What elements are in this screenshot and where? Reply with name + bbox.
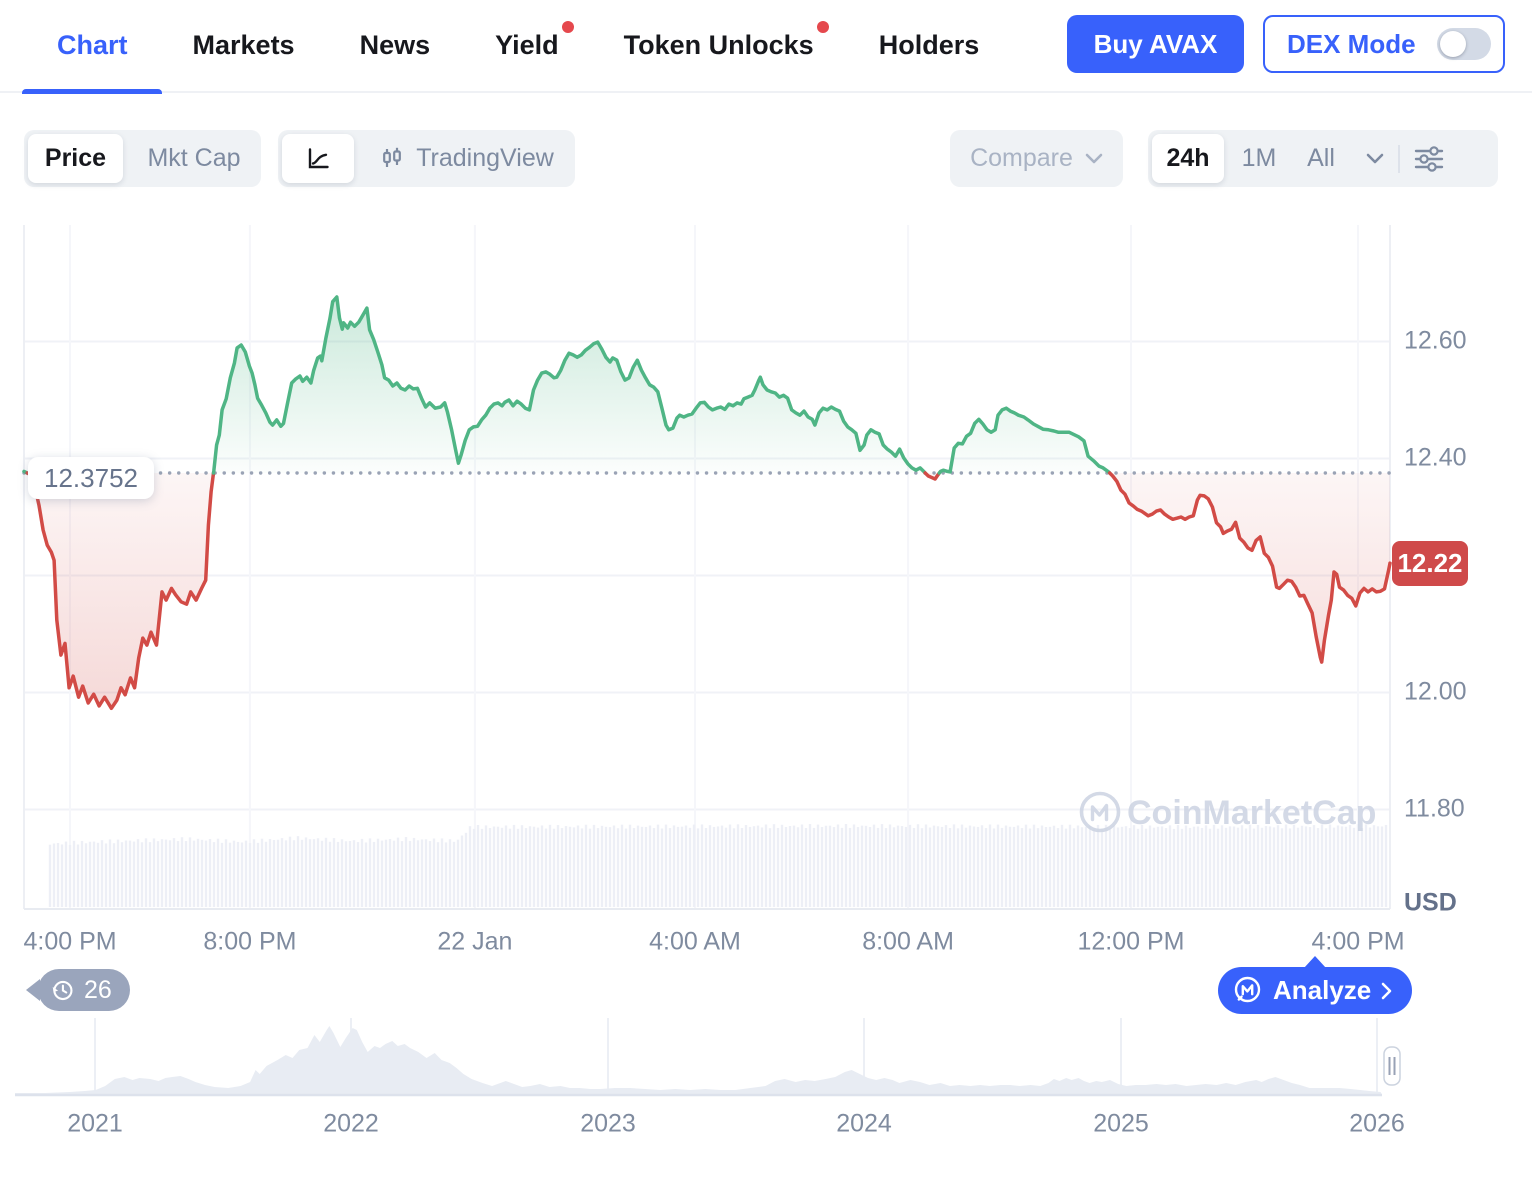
time-range-switch: 24h 1M All bbox=[1148, 130, 1498, 187]
minimap-year-label: 2024 bbox=[836, 1109, 892, 1138]
tab-chart[interactable]: Chart bbox=[57, 0, 128, 92]
chat-history-bubble[interactable]: 26 bbox=[38, 969, 130, 1011]
volume-bars bbox=[48, 824, 1388, 907]
coinmarketcap-watermark: CoinMarketCap bbox=[1079, 791, 1376, 833]
minimap-year-label: 2025 bbox=[1093, 1109, 1149, 1138]
y-axis-label: 12.00 bbox=[1404, 677, 1467, 706]
notification-dot-icon bbox=[561, 21, 574, 33]
tab-markets[interactable]: Markets bbox=[192, 30, 295, 60]
cmc-logo-icon bbox=[1234, 976, 1261, 1003]
minimap-year-label: 2021 bbox=[67, 1109, 123, 1138]
tab-token-unlocks[interactable]: Token Unlocks bbox=[624, 0, 829, 92]
range-option-1m[interactable]: 1M bbox=[1241, 144, 1277, 172]
y-axis-unit-label: USD bbox=[1404, 888, 1457, 917]
toggle-knob-icon bbox=[1440, 31, 1466, 57]
y-axis-label: 12.40 bbox=[1404, 443, 1467, 472]
tab-news[interactable]: News bbox=[359, 30, 431, 60]
tab-holders[interactable]: Holders bbox=[878, 30, 980, 60]
x-axis-label: 8:00 PM bbox=[203, 927, 297, 956]
tradingview-label: TradingView bbox=[416, 144, 554, 172]
price-chart[interactable]: CoinMarketCap bbox=[0, 225, 1532, 911]
metric-switch: Price Mkt Cap bbox=[24, 130, 261, 187]
minimap-year-label: 2022 bbox=[323, 1109, 379, 1138]
compare-label: Compare bbox=[970, 144, 1073, 172]
last-price-badge: 12.22 bbox=[1392, 541, 1468, 586]
minimap-year-label: 2026 bbox=[1349, 1109, 1405, 1138]
range-chevron-down-icon[interactable] bbox=[1366, 153, 1384, 164]
minimap-handle[interactable] bbox=[1383, 1046, 1401, 1086]
toggle-track-icon[interactable] bbox=[1437, 28, 1491, 60]
analyze-button[interactable]: Analyze bbox=[1218, 956, 1413, 1014]
all-time-minimap[interactable] bbox=[0, 1016, 1532, 1102]
candlestick-icon bbox=[383, 147, 402, 167]
baseline-price-label: 12.3752 bbox=[28, 457, 154, 499]
divider bbox=[1398, 144, 1400, 173]
metric-option-price[interactable]: Price bbox=[28, 134, 123, 183]
line-chart-icon bbox=[308, 148, 329, 169]
line-chart-style-button[interactable] bbox=[282, 134, 354, 183]
metric-option-mkt-cap[interactable]: Mkt Cap bbox=[147, 144, 241, 172]
x-axis-label: 12:00 PM bbox=[1077, 927, 1185, 956]
notification-dot-icon bbox=[816, 21, 829, 33]
svg-text:CoinMarketCap: CoinMarketCap bbox=[1127, 794, 1376, 832]
compare-dropdown[interactable]: Compare bbox=[950, 130, 1123, 187]
dex-mode-label: DEX Mode bbox=[1287, 28, 1416, 59]
y-axis-label: 12.60 bbox=[1404, 326, 1467, 355]
x-axis-label: 8:00 AM bbox=[862, 927, 954, 956]
buy-avax-button[interactable]: Buy AVAX bbox=[1067, 15, 1244, 73]
y-axis-label: 11.80 bbox=[1404, 794, 1465, 823]
x-axis-label: 4:00 PM bbox=[23, 927, 117, 956]
x-axis-label: 22 Jan bbox=[437, 927, 513, 956]
chart-settings-sliders-icon[interactable] bbox=[1412, 142, 1446, 176]
tradingview-style-button[interactable]: TradingView bbox=[358, 144, 575, 173]
dex-mode-toggle[interactable]: DEX Mode bbox=[1263, 15, 1505, 73]
chat-history-count: 26 bbox=[84, 975, 112, 1004]
minimap-year-label: 2023 bbox=[580, 1109, 636, 1138]
history-clock-icon bbox=[52, 980, 73, 1000]
x-axis-label: 4:00 PM bbox=[1311, 927, 1405, 956]
chevron-down-icon bbox=[1085, 153, 1103, 164]
x-axis-label: 4:00 AM bbox=[649, 927, 741, 956]
chevron-right-icon bbox=[1381, 982, 1392, 999]
range-option-24h[interactable]: 24h bbox=[1152, 134, 1224, 183]
range-option-all[interactable]: All bbox=[1307, 144, 1335, 172]
chart-style-switch: TradingView bbox=[278, 130, 575, 187]
analyze-label: Analyze bbox=[1273, 975, 1372, 1005]
tab-yield[interactable]: Yield bbox=[495, 0, 574, 92]
